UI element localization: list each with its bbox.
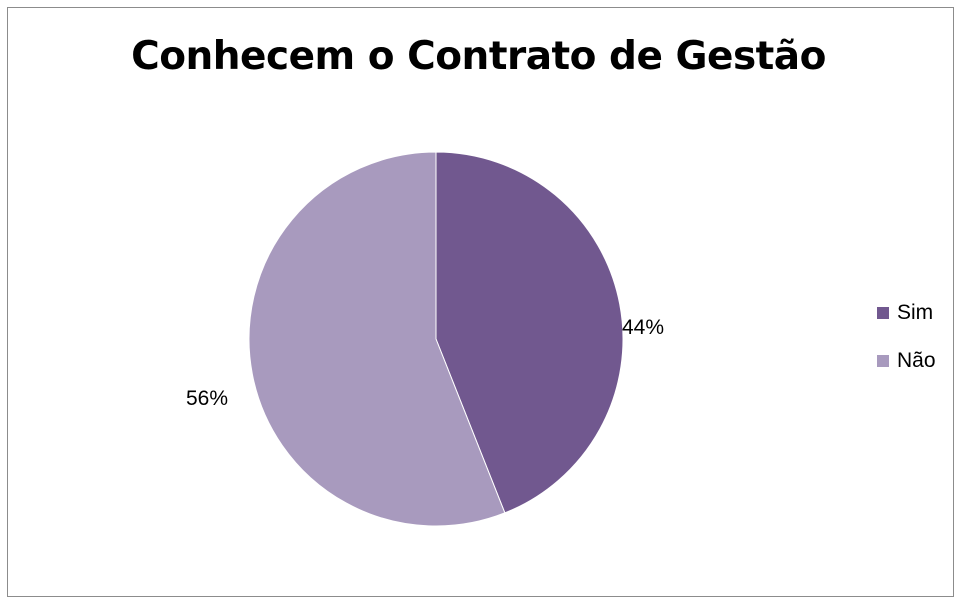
pie-chart xyxy=(248,151,624,527)
legend-item-sim: Sim xyxy=(877,300,936,326)
legend-item-nao: Não xyxy=(877,348,936,374)
legend-label-nao: Não xyxy=(897,349,936,372)
chart-title: Conhecem o Contrato de Gestão xyxy=(131,34,826,79)
pie-slice-sim xyxy=(435,151,624,514)
pie-slice-nao xyxy=(248,151,506,527)
legend-swatch-sim xyxy=(877,307,889,319)
legend-swatch-nao xyxy=(877,355,889,367)
legend: Sim Não xyxy=(877,300,936,396)
legend-label-sim: Sim xyxy=(897,301,934,324)
data-label-nao: 56% xyxy=(186,387,229,410)
data-label-sim: 44% xyxy=(622,316,665,339)
